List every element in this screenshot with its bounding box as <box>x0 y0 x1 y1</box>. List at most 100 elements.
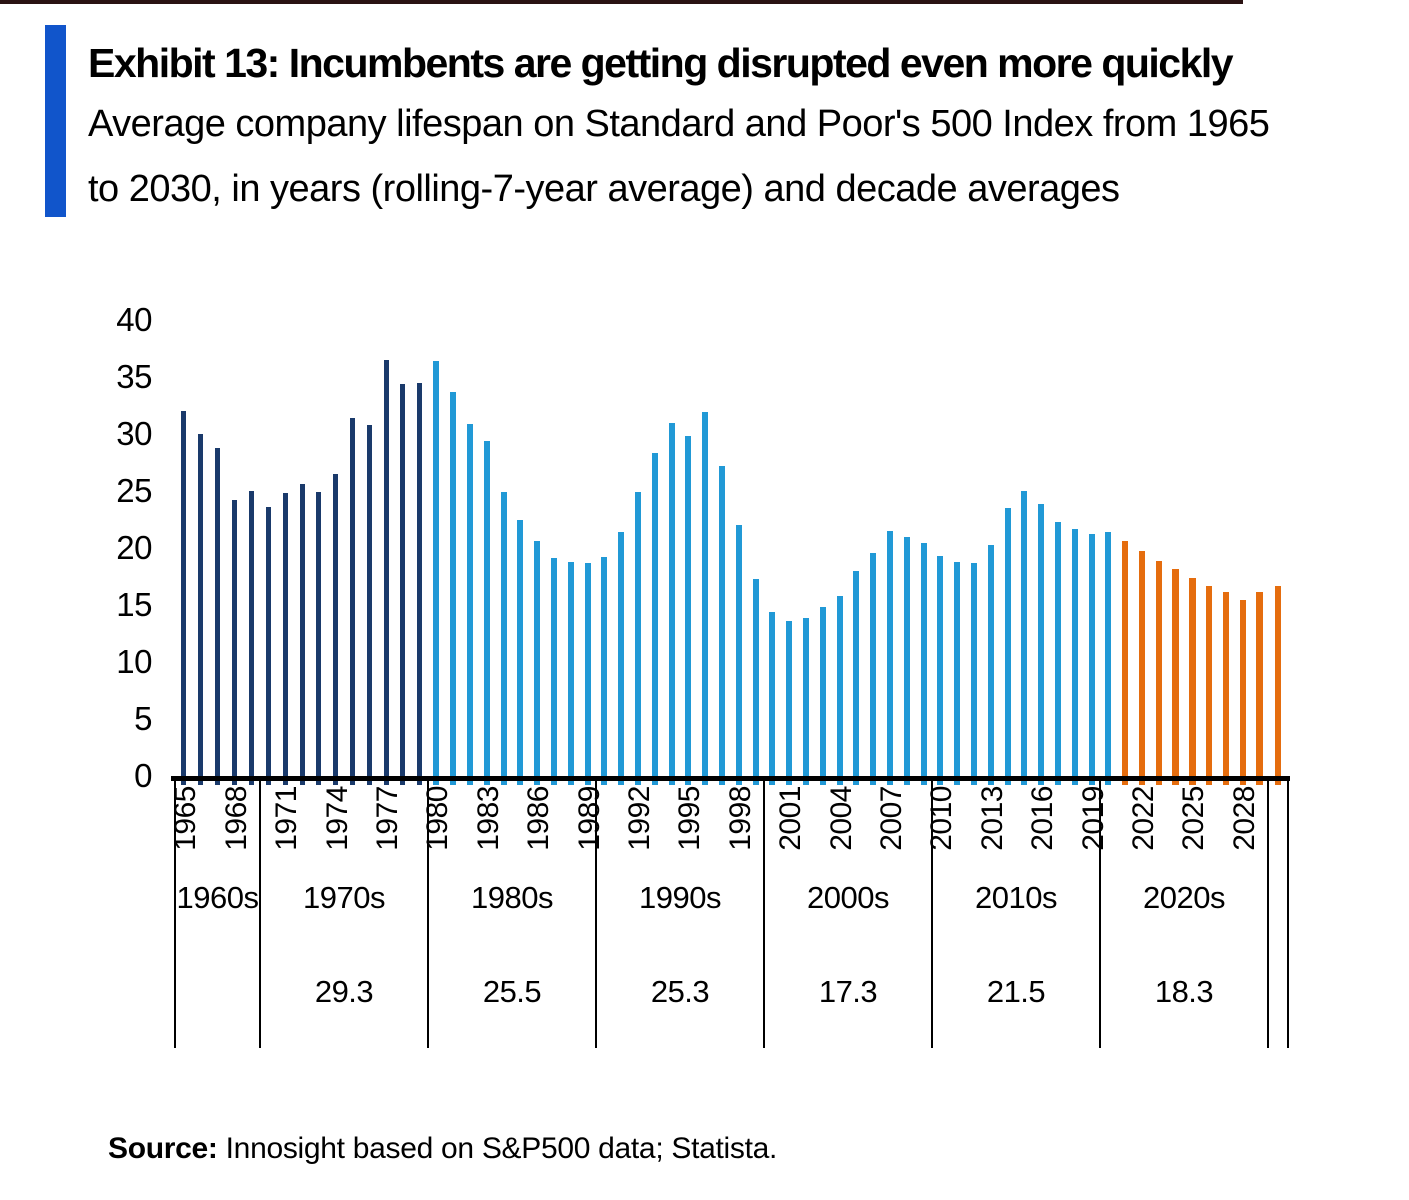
bar-2004 <box>836 595 843 785</box>
bar-2020 <box>1105 532 1112 785</box>
bar-1965 <box>181 411 186 785</box>
table-grid-line-3 <box>594 779 598 1048</box>
bar-1990 <box>601 557 608 785</box>
x-axis-year-label-1989: 1989 <box>572 786 606 851</box>
bar-1980 <box>433 361 440 785</box>
bar-1996 <box>702 412 709 785</box>
bar-2009 <box>920 543 927 785</box>
x-axis-year-label-1992: 1992 <box>623 786 656 851</box>
bar-1966 <box>198 434 203 785</box>
bar-1979 <box>417 382 423 785</box>
x-axis-year-label-1980: 1980 <box>421 786 455 851</box>
bar-1983 <box>483 440 490 785</box>
bar-2021 <box>1121 541 1129 785</box>
source-label: Source: <box>108 1132 218 1165</box>
bar-2002 <box>803 617 809 785</box>
y-axis-tick-25: 25 <box>116 472 152 509</box>
bar-1989 <box>584 562 591 785</box>
y-axis-tick-0: 0 <box>134 757 152 794</box>
bar-2015 <box>1021 491 1028 785</box>
y-axis-tick-20: 20 <box>116 529 152 566</box>
bar-1992 <box>635 492 641 785</box>
bar-1968 <box>232 500 237 785</box>
y-axis-tick-15: 15 <box>116 586 152 623</box>
bar-2017 <box>1055 521 1061 785</box>
x-axis-year-label-1998: 1998 <box>723 786 757 851</box>
table-grid-line-8 <box>1286 779 1290 1048</box>
y-axis-tick-5: 5 <box>134 700 152 737</box>
bar-1971 <box>282 493 288 785</box>
x-axis-year-label-1983: 1983 <box>471 786 505 851</box>
y-axis-tick-30: 30 <box>116 415 152 452</box>
x-axis-year-label-2013: 2013 <box>975 786 1009 851</box>
decade-average-1980s: 25.5 <box>482 974 542 1009</box>
bar-2023 <box>1155 560 1163 785</box>
bar-1976 <box>366 424 372 785</box>
bar-2025 <box>1189 577 1196 785</box>
exhibit-title: Exhibit 13: Incumbents are getting disru… <box>88 40 1234 86</box>
bar-1974 <box>333 473 339 785</box>
bar-1991 <box>618 532 625 785</box>
decade-average-1970s: 29.3 <box>314 974 374 1009</box>
x-axis-year-label-1974: 1974 <box>320 786 354 851</box>
decade-label-1970s: 1970s <box>303 880 385 915</box>
x-axis-year-label-2019: 2019 <box>1076 786 1110 851</box>
bar-1973 <box>316 492 322 785</box>
source-note: Source: Innosight based on S&P500 data; … <box>108 1132 777 1166</box>
bar-2011 <box>954 561 961 785</box>
bar-2028 <box>1239 600 1247 785</box>
bar-1988 <box>567 561 574 785</box>
table-grid-line-2 <box>426 779 430 1048</box>
bar-1984 <box>500 492 507 785</box>
bar-1999 <box>752 578 759 785</box>
bar-2012 <box>971 562 977 785</box>
bar-2000 <box>769 611 776 785</box>
exhibit-subtitle-line1: Average company lifespan on Standard and… <box>88 103 1270 145</box>
table-grid-line-5 <box>930 779 934 1048</box>
bar-1997 <box>719 465 725 785</box>
y-axis-tick-35: 35 <box>116 358 152 395</box>
table-grid-line-0 <box>173 779 177 1048</box>
y-axis-tick-10: 10 <box>116 643 152 680</box>
top-edge-strip <box>0 0 1243 4</box>
decade-label-2020s: 2020s <box>1143 880 1225 915</box>
bar-2005 <box>853 570 860 785</box>
bar-2003 <box>819 607 826 785</box>
bar-2014 <box>1004 508 1011 785</box>
bar-1994 <box>668 422 675 785</box>
bar-1987 <box>551 558 557 785</box>
table-grid-line-1 <box>258 779 262 1048</box>
bar-1975 <box>349 418 355 785</box>
decade-label-1990s: 1990s <box>639 880 721 915</box>
x-axis-year-label-1965: 1965 <box>168 786 202 851</box>
bar-2026 <box>1205 585 1213 785</box>
decade-average-1990s: 25.3 <box>650 974 710 1009</box>
x-axis-year-label-1968: 1968 <box>219 786 253 851</box>
bar-2027 <box>1222 592 1230 785</box>
exhibit-subtitle-line2: to 2030, in years (rolling-7-year averag… <box>88 168 1120 210</box>
bar-2019 <box>1088 534 1095 785</box>
x-axis-year-label-2001: 2001 <box>774 786 808 851</box>
decade-label-1980s: 1980s <box>471 880 553 915</box>
x-axis-year-label-2010: 2010 <box>925 786 959 851</box>
table-grid-line-6 <box>1098 779 1102 1048</box>
bar-2013 <box>987 544 994 785</box>
decade-average-2020s: 18.3 <box>1154 974 1214 1009</box>
bar-2022 <box>1138 551 1146 785</box>
bar-2016 <box>1038 503 1045 785</box>
decade-average-2000s: 17.3 <box>818 974 878 1009</box>
bar-2007 <box>887 530 893 785</box>
bar-1986 <box>534 541 541 785</box>
decade-label-2010s: 2010s <box>975 880 1057 915</box>
source-text: Innosight based on S&P500 data; Statista… <box>217 1132 778 1165</box>
x-axis-year-label-1995: 1995 <box>673 786 707 851</box>
bar-1972 <box>299 484 305 785</box>
bar-1985 <box>517 519 524 785</box>
x-axis-year-label-1986: 1986 <box>522 786 556 851</box>
bar-1981 <box>450 391 457 785</box>
bar-1978 <box>400 383 406 785</box>
x-axis-year-label-2028: 2028 <box>1227 786 1261 851</box>
bar-2006 <box>870 552 877 785</box>
bar-2024 <box>1172 568 1179 785</box>
